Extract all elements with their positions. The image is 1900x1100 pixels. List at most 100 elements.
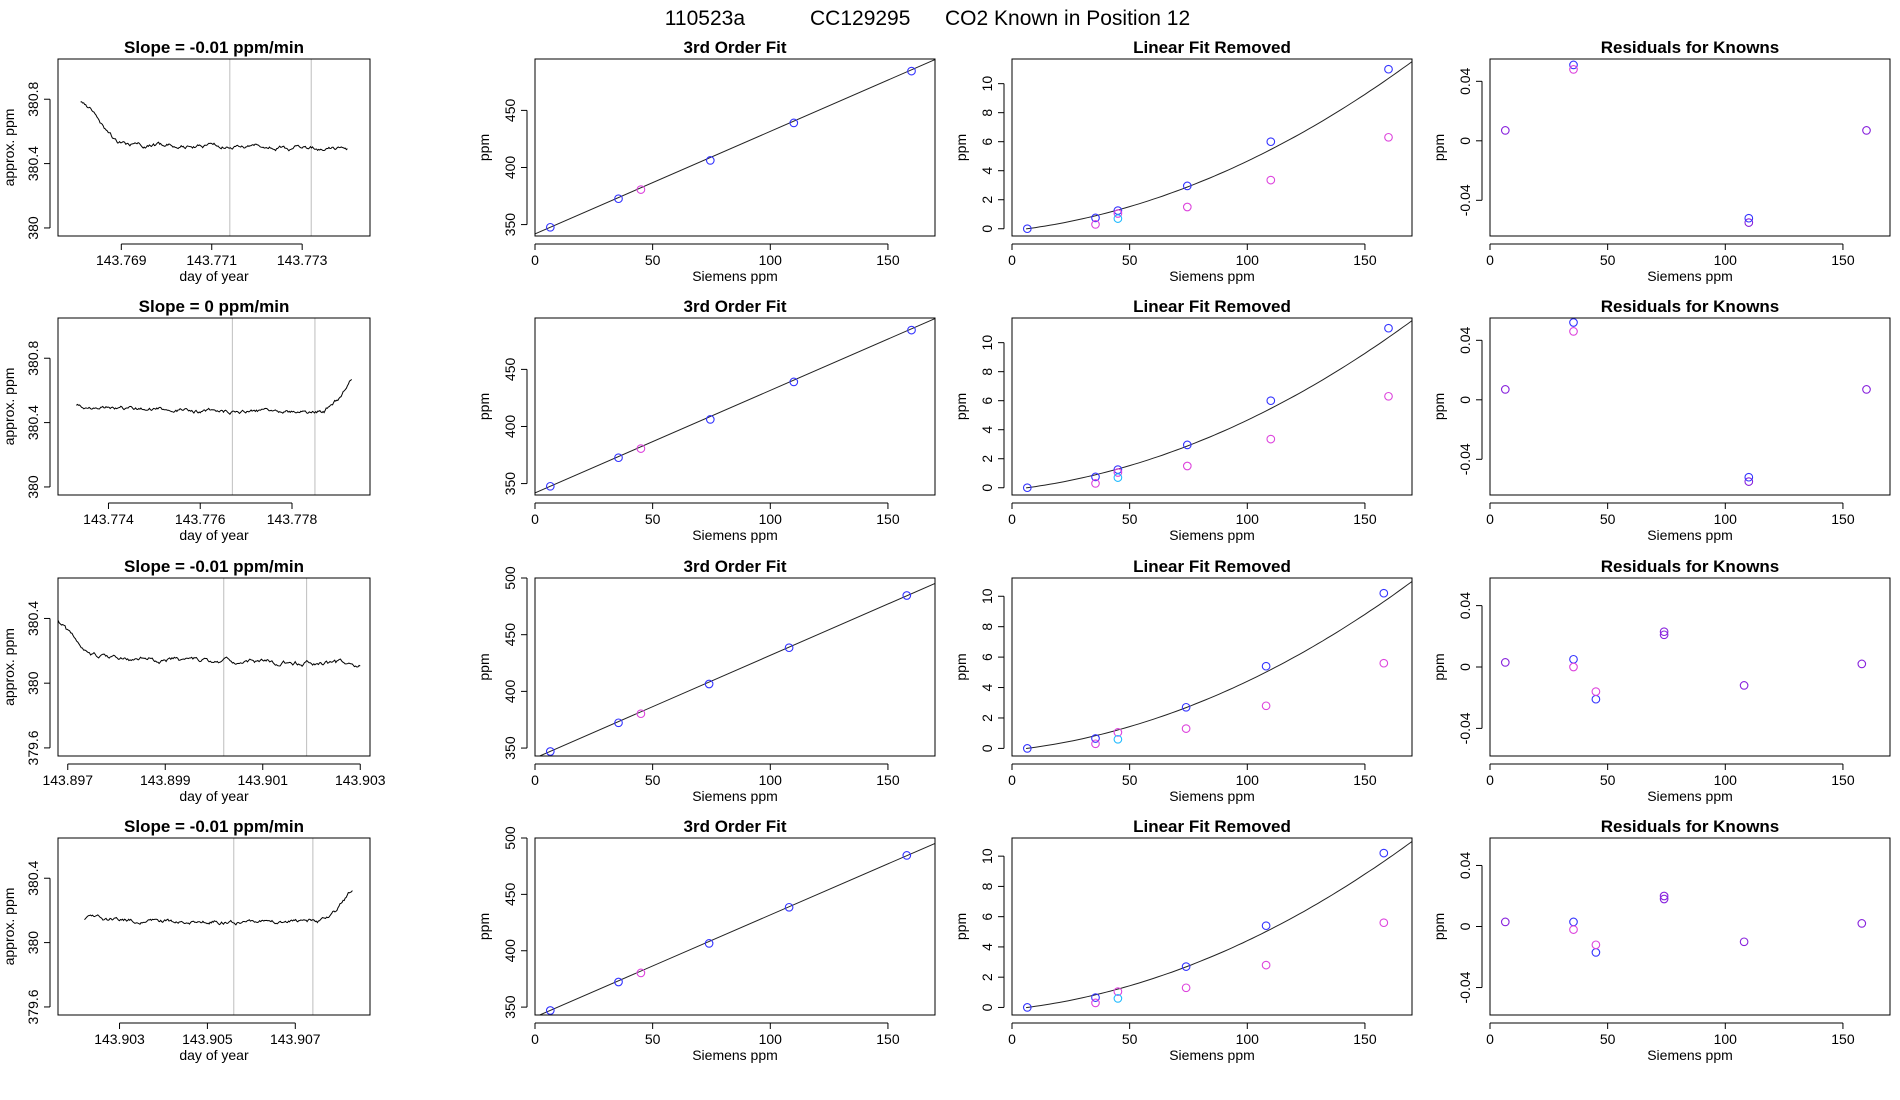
- data-point-magenta: [1113, 987, 1123, 996]
- y-tick-label: -0.04: [1457, 971, 1473, 1003]
- data-point-magenta: [1181, 983, 1191, 993]
- x-tick-label: 50: [1122, 1031, 1138, 1047]
- x-tick-label: 100: [1714, 772, 1738, 788]
- data-point-blue: [1091, 213, 1100, 223]
- y-axis-label: ppm: [476, 913, 492, 940]
- data-point-blue: [545, 481, 555, 491]
- x-axis-label: Siemens ppm: [1647, 527, 1733, 543]
- x-tick-label: 150: [876, 511, 900, 527]
- x-tick-label: 0: [531, 1031, 539, 1047]
- y-axis-label: ppm: [476, 134, 492, 161]
- data-point-blue: [1569, 60, 1578, 70]
- data-point-purple: [1500, 126, 1510, 135]
- x-tick-label: 0: [531, 511, 539, 527]
- fit-curve: [1026, 581, 1412, 749]
- x-tick-label: 0: [531, 772, 539, 788]
- data-point-purple: [1500, 917, 1510, 927]
- x-tick-label: 50: [1122, 511, 1138, 527]
- panel-fit-4: 3rd Order Fit 0 50 100 150 Siemens ppm 350 400 4…: [476, 817, 936, 1063]
- x-axis-label: Siemens ppm: [1169, 1047, 1255, 1063]
- data-point-magenta: [636, 968, 646, 978]
- data-point-blue: [614, 718, 623, 728]
- plot-frame: [534, 837, 936, 1016]
- data-point-blue: [1261, 921, 1271, 931]
- y-axis-label: ppm: [953, 913, 969, 940]
- data-point-magenta: [1591, 687, 1601, 696]
- panels: Slope = -0.01 ppm/min 143.769 143.771 143.7…: [1, 38, 1891, 1063]
- ppm-trace: [84, 890, 353, 926]
- data-point-blue: [1384, 323, 1393, 333]
- data-point-blue: [1744, 213, 1754, 223]
- x-tick-label: 0: [1008, 772, 1016, 788]
- y-tick-label: 400: [502, 415, 518, 439]
- panel-residuals-3: Residuals for Knowns 0 50 100 150 Siemens ppm…: [1431, 557, 1891, 804]
- data-point-blue: [1181, 702, 1191, 712]
- x-tick-label: 0: [1008, 511, 1016, 527]
- y-tick-label: 2: [979, 455, 995, 463]
- x-tick-label: 50: [645, 511, 661, 527]
- data-point-blue: [902, 851, 912, 860]
- x-axis-label: Siemens ppm: [692, 1047, 778, 1063]
- y-tick-label: 450: [502, 623, 518, 647]
- panel-title: Residuals for Knowns: [1601, 817, 1780, 836]
- panel-linear-removed-3: Linear Fit Removed 0 50 100 150 Siemens ppm 0 2…: [953, 557, 1413, 804]
- panel-title: Residuals for Knowns: [1601, 297, 1780, 316]
- data-point-blue: [1022, 224, 1032, 234]
- figure-title-run: 110523a: [665, 7, 746, 30]
- data-point-blue: [614, 453, 623, 463]
- data-point-magenta: [1091, 479, 1100, 488]
- y-tick-label: 4: [979, 683, 995, 691]
- y-tick-label: 10: [979, 588, 995, 604]
- y-tick-label: 350: [502, 472, 518, 496]
- y-tick-label: 4: [979, 426, 995, 434]
- y-tick-label: 0.04: [1457, 326, 1473, 353]
- data-point-purple: [1659, 891, 1669, 901]
- data-point-blue: [614, 977, 623, 987]
- y-tick-label: 400: [502, 679, 518, 703]
- plot-frame: [1011, 317, 1413, 496]
- y-axis-label: ppm: [953, 134, 969, 161]
- x-tick-label: 100: [1236, 772, 1260, 788]
- y-axis-label: ppm: [1431, 134, 1447, 161]
- data-point-cyan: [1113, 994, 1123, 1003]
- y-axis-label: ppm: [953, 393, 969, 420]
- panel-fit-1: 3rd Order Fit 0 50 100 150 Siemens ppm 350 400 4…: [476, 38, 936, 284]
- x-axis-label: day of year: [179, 527, 249, 543]
- fit-line: [535, 318, 935, 494]
- x-tick-label: 150: [876, 1031, 900, 1047]
- data-point-purple: [1744, 218, 1754, 227]
- plot-frame: [1011, 58, 1413, 237]
- x-tick-label: 0: [1008, 1031, 1016, 1047]
- y-tick-label: 2: [979, 196, 995, 204]
- data-point-magenta: [1182, 461, 1192, 471]
- data-point-blue: [784, 902, 794, 912]
- plot-frame: [57, 58, 371, 237]
- data-point-blue: [1022, 744, 1032, 753]
- x-axis-label: Siemens ppm: [1647, 268, 1733, 284]
- data-point-magenta: [636, 444, 646, 453]
- x-tick-label: 100: [1236, 252, 1260, 268]
- y-tick-label: 380: [25, 216, 41, 240]
- x-tick-label: 143.776: [175, 511, 226, 527]
- panel-fit-3: 3rd Order Fit 0 50 100 150 Siemens ppm 350 400 4…: [476, 557, 936, 804]
- y-tick-label: 0.04: [1457, 67, 1473, 94]
- x-tick-label: 100: [1236, 1031, 1260, 1047]
- data-point-purple: [1659, 627, 1669, 637]
- x-tick-label: 100: [1714, 511, 1738, 527]
- y-tick-label: 0: [979, 1003, 995, 1011]
- plot-frame: [534, 58, 936, 237]
- x-tick-label: 150: [1353, 1031, 1377, 1047]
- y-axis-label: ppm: [476, 393, 492, 420]
- data-point-magenta: [1569, 925, 1578, 934]
- data-point-blue: [1261, 661, 1271, 671]
- y-tick-label: 0.04: [1457, 852, 1473, 879]
- x-axis-label: Siemens ppm: [1647, 1047, 1733, 1063]
- data-point-blue: [1182, 181, 1192, 191]
- x-axis-label: Siemens ppm: [1169, 527, 1255, 543]
- y-tick-label: 8: [979, 109, 995, 117]
- y-tick-label: 380.4: [25, 405, 41, 440]
- x-axis-label: Siemens ppm: [1169, 788, 1255, 804]
- y-tick-label: 6: [979, 397, 995, 405]
- panel-fit-2: 3rd Order Fit 0 50 100 150 Siemens ppm 350 400 4…: [476, 297, 936, 543]
- x-tick-label: 100: [759, 772, 783, 788]
